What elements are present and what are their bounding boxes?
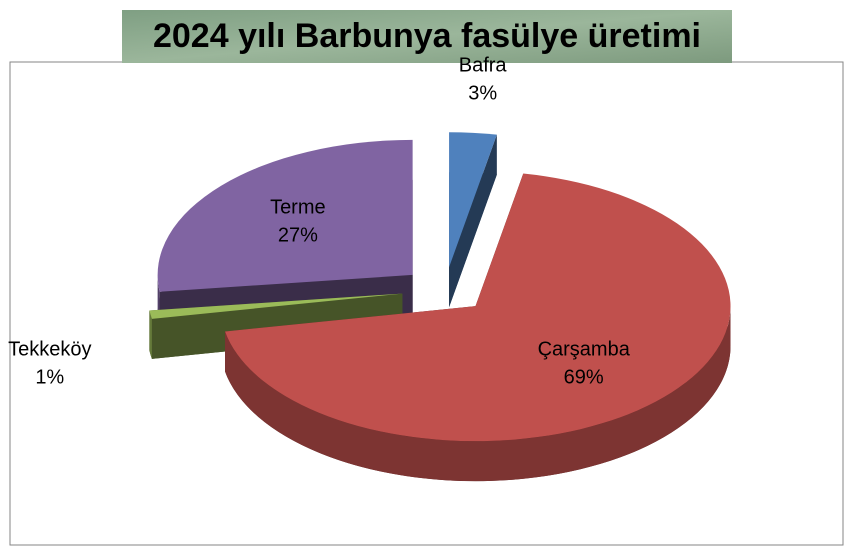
slice-label: Tekkeköy: [8, 338, 91, 360]
slice: [149, 293, 403, 319]
slice-label: Çarşamba: [538, 339, 631, 361]
slice: [157, 139, 413, 292]
value-label: 3%: [468, 82, 497, 104]
labels: Bafra 3% Çarşamba 69% Tekkeköy 1% Terme 27%: [8, 54, 631, 388]
slice: [449, 132, 497, 268]
slice-side: [225, 306, 731, 482]
slice-side: [149, 310, 152, 359]
slice: [225, 173, 731, 442]
slice-label: Terme: [270, 197, 326, 219]
slice-label: Bafra: [459, 54, 508, 76]
value-label: 69%: [564, 367, 604, 389]
title-box: [122, 10, 732, 63]
chart-title: 2024 yılı Barbunya fasülye üretimi: [153, 17, 701, 55]
pie: [149, 132, 731, 482]
slice-side: [449, 134, 497, 308]
value-label: 27%: [278, 225, 318, 247]
value-label: 1%: [35, 366, 64, 388]
